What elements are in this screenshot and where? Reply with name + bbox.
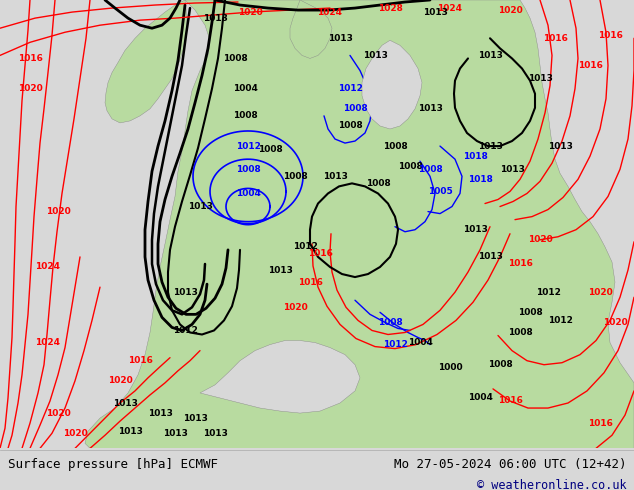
Text: 1013: 1013 [323,172,347,181]
Text: 1012: 1012 [337,84,363,93]
Text: 1016: 1016 [297,278,323,287]
Text: 1012: 1012 [382,340,408,349]
Text: 1020: 1020 [63,429,87,438]
Text: 1004: 1004 [467,393,493,402]
Text: 1013: 1013 [188,202,212,211]
Text: 1012: 1012 [536,288,560,296]
Text: 1016: 1016 [498,396,522,406]
Text: 1013: 1013 [477,142,502,150]
Text: 1008: 1008 [418,165,443,174]
Text: 1008: 1008 [383,142,408,150]
Polygon shape [105,0,187,123]
Text: © weatheronline.co.uk: © weatheronline.co.uk [477,479,626,490]
Text: 1012: 1012 [548,316,573,325]
Text: 1013: 1013 [117,427,143,436]
Text: 1020: 1020 [283,303,307,312]
Text: 1013: 1013 [113,398,138,408]
Text: 1008: 1008 [236,165,261,174]
Text: 1016: 1016 [307,249,332,258]
Text: 1005: 1005 [427,187,453,196]
Text: 1004: 1004 [233,84,257,93]
Text: 1013: 1013 [183,414,207,422]
Text: 1008: 1008 [338,122,363,130]
Text: 1012: 1012 [172,326,197,335]
Text: 1013: 1013 [202,429,228,438]
Polygon shape [85,0,634,448]
Text: 1016: 1016 [588,418,612,428]
Text: Surface pressure [hPa] ECMWF: Surface pressure [hPa] ECMWF [8,458,217,471]
Polygon shape [362,40,422,129]
Text: 1028: 1028 [378,3,403,13]
Text: 1013: 1013 [328,34,353,43]
Text: 1020: 1020 [108,376,133,385]
Text: 1024: 1024 [36,263,60,271]
Text: 1000: 1000 [437,363,462,372]
Text: 1013: 1013 [477,51,502,60]
Text: 1018: 1018 [467,175,493,184]
Polygon shape [290,0,332,58]
Text: 1013: 1013 [463,225,488,234]
Text: 1013: 1013 [548,142,573,150]
Text: 1004: 1004 [408,338,432,347]
Text: 1013: 1013 [268,266,292,274]
Text: 1008: 1008 [342,104,367,113]
Text: 1013: 1013 [202,14,228,23]
Text: 1020: 1020 [46,409,70,417]
Text: 1016: 1016 [127,356,152,365]
Polygon shape [200,341,360,413]
Text: 1024: 1024 [437,3,462,13]
Text: 1008: 1008 [398,162,422,171]
Text: 1013: 1013 [418,104,443,113]
Text: 1004: 1004 [236,189,261,198]
Text: 1012: 1012 [236,142,261,150]
Text: 1020: 1020 [238,7,262,17]
Text: 1008: 1008 [233,111,257,121]
Text: 1020: 1020 [527,235,552,245]
Text: 1008: 1008 [378,318,403,327]
Text: 1020: 1020 [18,84,42,93]
Text: Mo 27-05-2024 06:00 UTC (12+42): Mo 27-05-2024 06:00 UTC (12+42) [394,458,626,471]
Text: 1020: 1020 [588,288,612,296]
Text: 1024: 1024 [36,338,60,347]
Text: 1008: 1008 [366,179,391,188]
Text: 1008: 1008 [517,308,542,317]
Text: 1016: 1016 [578,61,602,70]
Text: 1013: 1013 [162,429,188,438]
Text: 1008: 1008 [223,54,247,63]
Text: 1013: 1013 [172,288,197,296]
Text: 1016: 1016 [18,54,42,63]
Text: 1008: 1008 [257,145,282,153]
Text: 1020: 1020 [603,318,628,327]
Text: 1013: 1013 [477,252,502,262]
Text: 1008: 1008 [508,328,533,337]
Text: 1020: 1020 [46,207,70,216]
Text: 1008: 1008 [283,172,307,181]
Text: 1013: 1013 [500,165,524,174]
Text: 1016: 1016 [508,260,533,269]
Text: 1018: 1018 [463,152,488,161]
Text: 1008: 1008 [488,360,512,369]
Text: 1013: 1013 [148,409,172,417]
Text: 1020: 1020 [498,5,522,15]
Text: 1016: 1016 [598,31,623,40]
Text: 1013: 1013 [527,74,552,83]
Text: 1016: 1016 [543,34,567,43]
Text: 1012: 1012 [292,243,318,251]
Text: 1024: 1024 [318,7,342,17]
Text: 1013: 1013 [363,51,387,60]
Text: 1013: 1013 [423,7,448,17]
